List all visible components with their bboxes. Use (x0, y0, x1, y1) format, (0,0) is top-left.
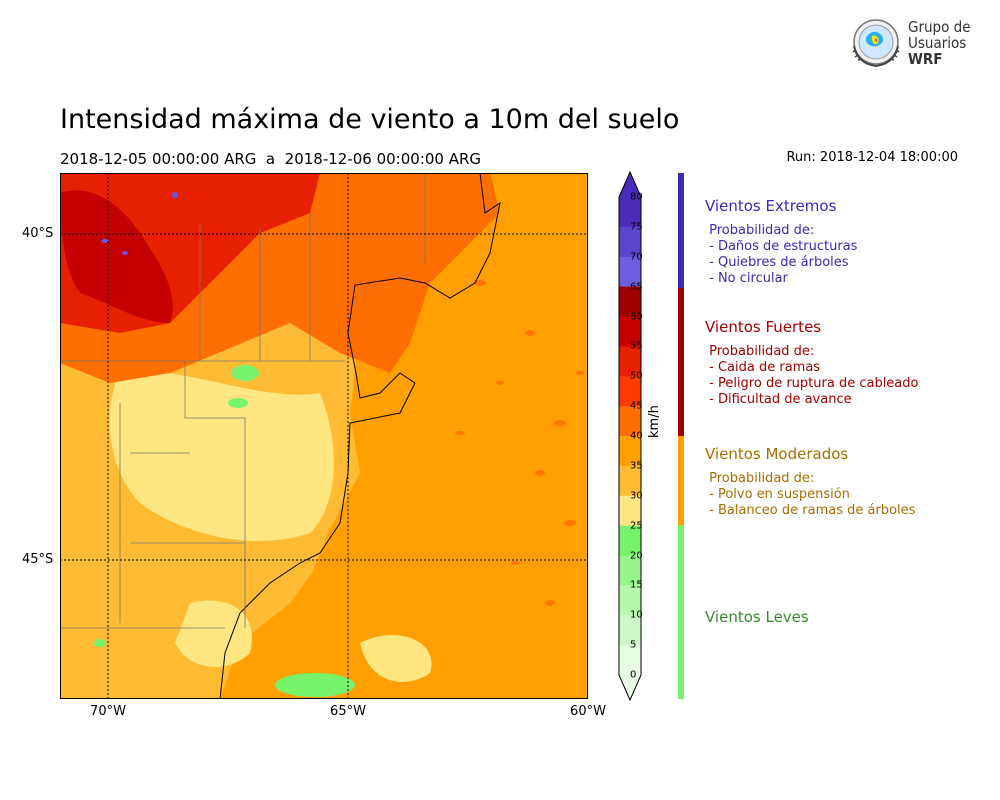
category-title: Vientos Moderados (705, 445, 849, 463)
colorbar-segment (619, 465, 641, 497)
colorbar-tick-label: 75 (630, 221, 643, 233)
colorbar-tick-label: 80 (630, 191, 643, 203)
logo-text-line3: WRF (908, 50, 943, 68)
category-item: - Peligro de ruptura de cableado (705, 376, 919, 391)
wrf-logo: Grupo de Usuarios WRF (848, 16, 973, 72)
category-item: - Daños de estructuras (705, 239, 858, 254)
category-item: Probabilidad de: (705, 223, 815, 238)
category-item: - Dificultad de avance (705, 392, 852, 407)
extreme-spot (122, 251, 128, 255)
category-strong: Vientos Fuertes Probabilidad de: - Caida… (705, 318, 918, 408)
lon-label-60w: 60°W (570, 704, 606, 719)
calm-patch-coast (275, 673, 355, 697)
map-title: Intensidad máxima de viento a 10m del su… (60, 104, 680, 135)
colorbar-tick-label: 40 (630, 430, 643, 442)
colorbar-tick-label: 70 (630, 251, 643, 263)
category-bar-extreme (678, 173, 684, 288)
colorbar-tick-label: 15 (630, 579, 643, 591)
colorbar-tick-label: 60 (630, 311, 643, 322)
colorbar-tick-label: 25 (630, 520, 643, 532)
category-item: Probabilidad de: (705, 471, 815, 486)
colorbar-segment (619, 346, 641, 377)
colorbar-min-arrow (619, 675, 641, 700)
colorbar-tick-label: 35 (630, 460, 643, 472)
category-bar-strong (678, 288, 684, 436)
colorbar-tick-label: 0 (630, 669, 637, 681)
low-wind-area-south (175, 600, 252, 667)
map-border (60, 173, 588, 699)
calm-patch (228, 398, 248, 408)
colorbar-segment (619, 316, 641, 347)
colorbar-unit: km/h (647, 405, 662, 438)
calm-patch (231, 365, 259, 381)
extreme-spot (172, 192, 178, 198)
colorbar-segment (619, 197, 641, 228)
category-bar-moderate (678, 436, 684, 525)
colorbar-tick-label: 50 (630, 370, 643, 382)
coastline (219, 173, 501, 699)
colorbar-segment (619, 645, 641, 676)
colorbar-segment (619, 555, 641, 586)
colorbar-tick-label: 65 (630, 281, 643, 293)
colorbar-tick-label: 55 (630, 340, 643, 352)
category-extreme: Vientos Extremos Probabilidad de: - Daño… (705, 197, 857, 287)
colorbar-segment (619, 585, 641, 616)
wind-colorbar (618, 170, 642, 702)
colorbar-segment (619, 286, 641, 317)
category-title: Vientos Leves (705, 608, 809, 626)
wind-map (60, 173, 588, 699)
run-timestamp: Run: 2018-12-04 18:00:00 (786, 150, 958, 165)
category-item: - Caida de ramas (705, 360, 821, 375)
category-moderate: Vientos Moderados Probabilidad de: - Pol… (705, 445, 915, 519)
graticule (60, 173, 588, 699)
colorbar-segment (619, 436, 641, 467)
low-wind-area-coast (360, 634, 432, 682)
category-item: - Polvo en suspensión (705, 487, 850, 502)
lon-label-70w: 70°W (90, 704, 126, 719)
category-item: - Quiebres de árboles (705, 255, 849, 270)
colorbar-tick-label: 20 (630, 550, 643, 561)
colorbar-tick-label: 45 (630, 400, 643, 412)
logo-text-line2: Usuarios (908, 34, 967, 52)
sea-speckles (455, 280, 584, 606)
coastal-mid-wind (338, 270, 392, 340)
lat-label-45s: 45°S (22, 552, 54, 567)
logo-text-line1: Grupo de (908, 18, 971, 36)
lon-label-65w: 65°W (330, 704, 366, 719)
category-title: Vientos Extremos (705, 197, 837, 215)
category-item: - Balanceo de ramas de árboles (705, 503, 916, 518)
colorbar-segment (619, 615, 641, 646)
colorbar-segment (619, 376, 641, 407)
colorbar-tick-label: 10 (630, 609, 643, 621)
globe-seal-icon (852, 19, 900, 68)
colorbar-tick-label: 5 (630, 639, 637, 651)
calm-patch (94, 639, 106, 647)
category-bar-light (678, 525, 684, 699)
colorbar-segment (619, 256, 641, 288)
colorbar-segment (619, 406, 641, 437)
colorbar-outline (618, 170, 642, 702)
colorbar-segment (619, 495, 641, 527)
lat-label-40s: 40°S (22, 226, 54, 241)
category-light: Vientos Leves (705, 608, 809, 626)
low-wind-area (109, 371, 334, 542)
colorbar-segment (619, 525, 641, 556)
colorbar-max-arrow (619, 172, 641, 197)
extreme-wind-area (60, 190, 173, 323)
colorbar-tick-label: 30 (630, 490, 643, 502)
category-item: - No circular (705, 271, 788, 286)
category-title: Vientos Fuertes (705, 318, 822, 336)
category-item: Probabilidad de: (705, 344, 815, 359)
forecast-period: 2018-12-05 00:00:00 ARG a 2018-12-06 00:… (60, 150, 482, 168)
extreme-spot (101, 239, 109, 243)
colorbar-segment (619, 226, 641, 258)
